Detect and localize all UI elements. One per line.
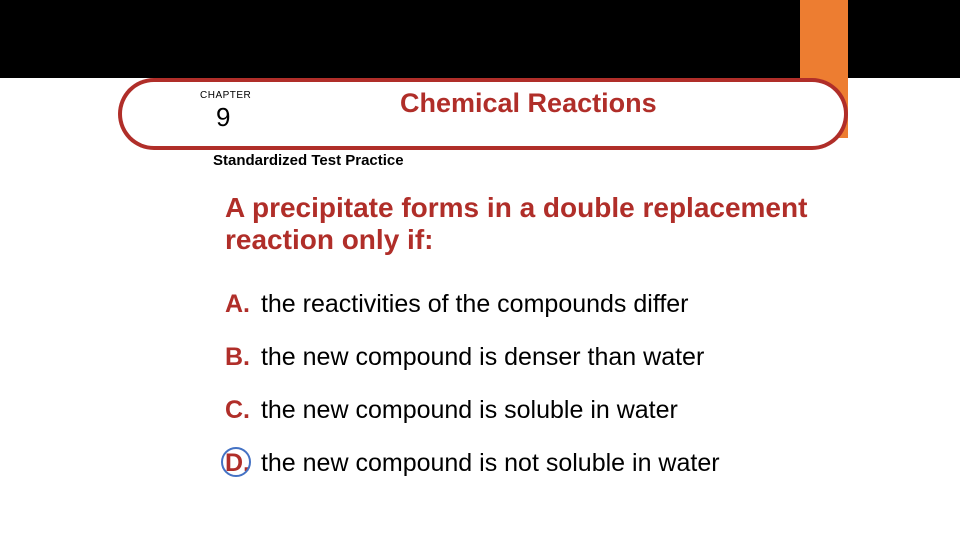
chapter-title: Chemical Reactions: [400, 88, 657, 119]
option-text: the reactivities of the compounds differ: [261, 290, 689, 318]
chapter-label: CHAPTER: [200, 90, 251, 101]
option-text: the new compound is soluble in water: [261, 396, 678, 424]
question-text: A precipitate forms in a double replacem…: [225, 192, 845, 256]
option-d: D. the new compound is not soluble in wa…: [225, 449, 925, 478]
option-letter: C.: [225, 396, 250, 424]
options-list: A. the reactivities of the compounds dif…: [225, 290, 925, 502]
option-letter: D.: [225, 449, 250, 477]
option-text: the new compound is denser than water: [261, 343, 704, 371]
option-c: C. the new compound is soluble in water: [225, 396, 925, 425]
chapter-number: 9: [216, 102, 230, 133]
option-letter: B.: [225, 343, 250, 371]
option-b: B. the new compound is denser than water: [225, 343, 925, 372]
chapter-banner: CHAPTER 9 Chemical Reactions: [0, 78, 960, 150]
option-letter: A.: [225, 290, 250, 318]
option-text: the new compound is not soluble in water: [261, 449, 720, 477]
option-a: A. the reactivities of the compounds dif…: [225, 290, 925, 319]
subtitle: Standardized Test Practice: [213, 152, 404, 169]
